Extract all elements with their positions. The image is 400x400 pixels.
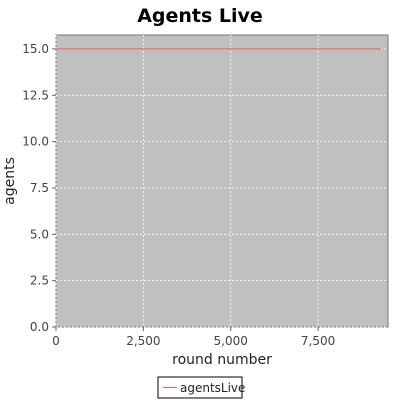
x-axis-label: round number bbox=[172, 352, 272, 368]
y-tick-label: 2.5 bbox=[30, 274, 49, 288]
x-tick-label: 7,500 bbox=[301, 334, 335, 348]
x-tick-label: 5,000 bbox=[214, 334, 248, 348]
x-tick-label: 0 bbox=[52, 334, 60, 348]
y-axis: 0.0 2.5 5.0 7.5 10.0 12.5 15.0 bbox=[22, 42, 56, 334]
y-tick-label: 5.0 bbox=[30, 227, 49, 241]
x-tick-label: 2,500 bbox=[126, 334, 160, 348]
legend: agentsLive bbox=[157, 376, 245, 399]
chart-title: Agents Live bbox=[137, 5, 263, 27]
y-tick-label: 10.0 bbox=[22, 135, 49, 149]
y-tick-label: 7.5 bbox=[30, 181, 49, 195]
legend-box bbox=[157, 376, 243, 399]
x-axis: 0 2,500 5,000 7,500 bbox=[52, 327, 335, 348]
y-tick-label: 0.0 bbox=[30, 320, 49, 334]
plot-area bbox=[55, 34, 389, 328]
y-axis-label: agents bbox=[2, 157, 18, 205]
y-tick-label: 15.0 bbox=[22, 42, 49, 56]
y-tick-label: 12.5 bbox=[22, 88, 49, 102]
legend-label-agentsLive: agentsLive bbox=[180, 381, 245, 395]
